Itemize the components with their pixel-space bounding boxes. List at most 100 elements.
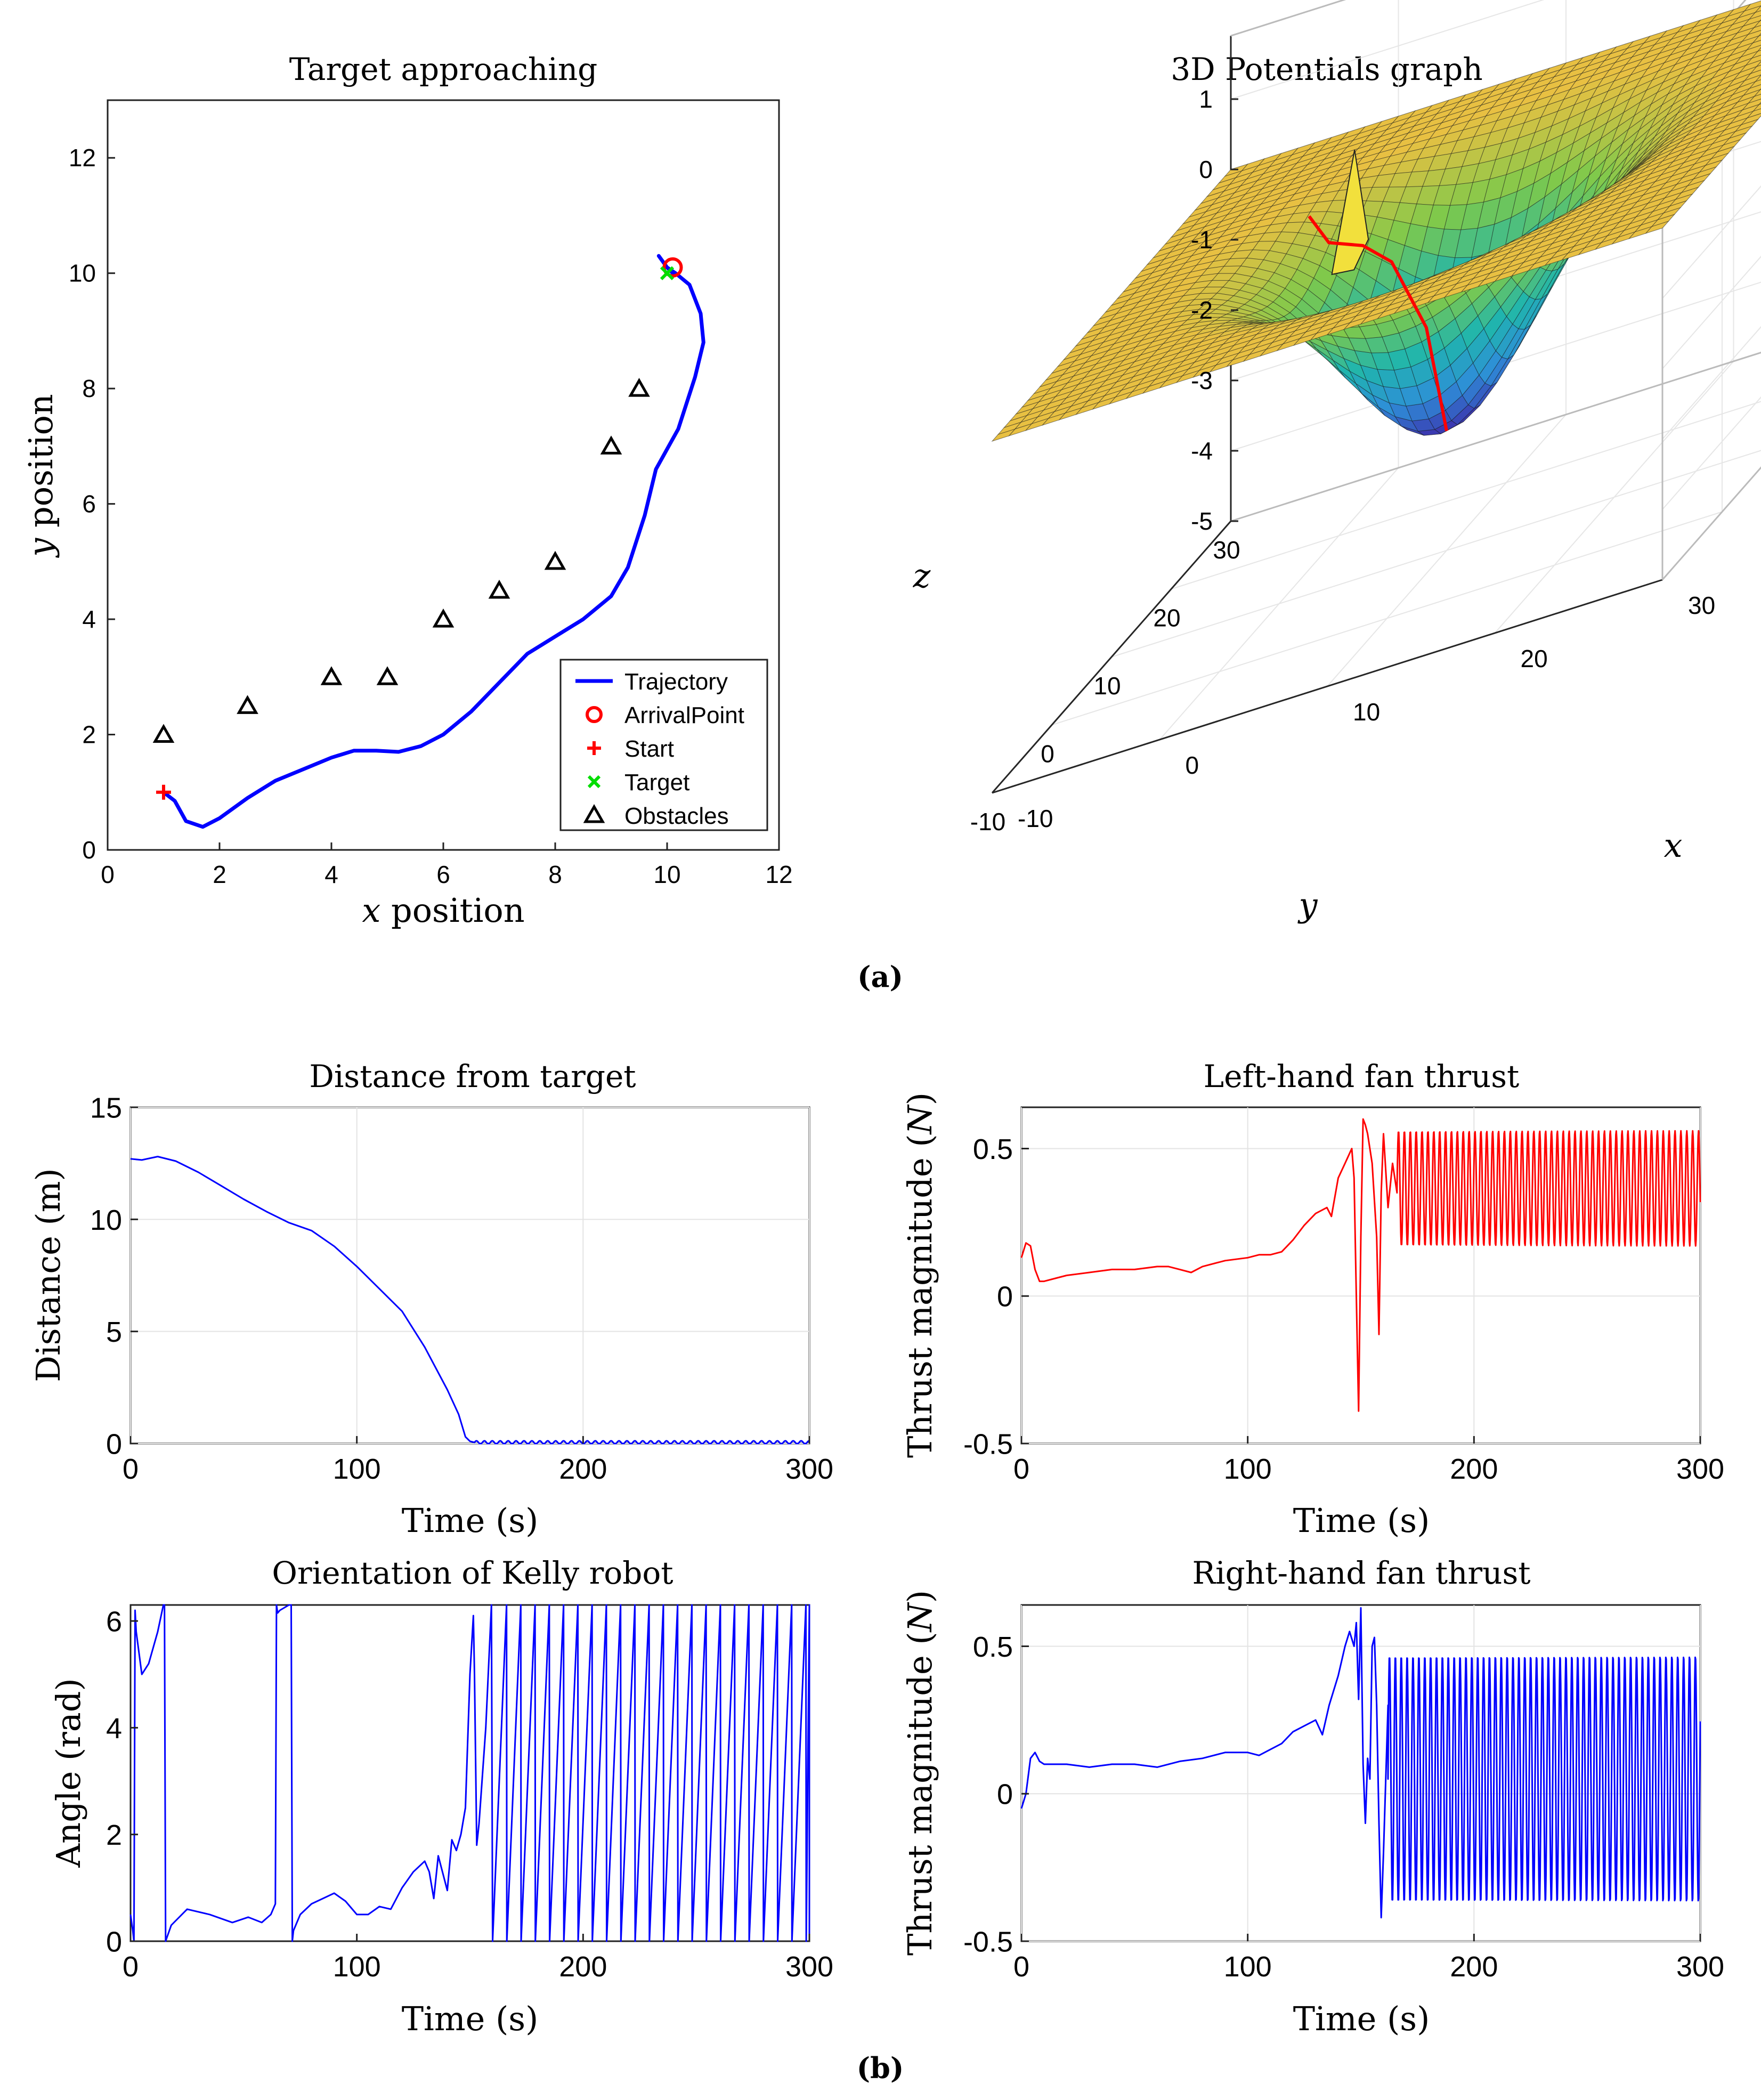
- axis-ticks: 0 100 200 300 0 5 10 15: [90, 1092, 833, 1485]
- right-thrust-chart: Right-hand fan thrust 0 100 200 300-0.500.5…: [900, 1555, 1724, 2038]
- obstacle-marker: [376, 666, 399, 685]
- y-tick-label: 20: [1153, 604, 1180, 632]
- x-tick-label: 0: [1013, 1453, 1029, 1485]
- obstacle-marker: [432, 609, 455, 628]
- box-line: [1661, 466, 1761, 580]
- y-axis-label: y: [1297, 886, 1318, 925]
- x-axis-label: Time (s): [1293, 1999, 1430, 2038]
- axis-ticks: 0 100 200 300-0.500.5: [963, 1133, 1724, 1485]
- wall-grid-line: [1662, 466, 1761, 580]
- z-tick-label: 1: [1199, 85, 1213, 113]
- x-tick-label: 300: [785, 1453, 833, 1485]
- legend: Trajectory ArrivalPoint Start Target Obs…: [559, 659, 768, 831]
- y-tick-label: 12: [69, 144, 96, 172]
- x-tick-label: 100: [333, 1951, 381, 1983]
- y-tick-label: 0.5: [973, 1133, 1013, 1165]
- legend-obstacles-swatch: [583, 804, 605, 823]
- x-tick-label: 2: [213, 861, 226, 888]
- y-tick-label: 6: [106, 1606, 122, 1637]
- x-tick-label: 300: [785, 1951, 833, 1983]
- distance-chart: Distance from target 0 100 200 300 0 5 10 15 Ti…: [29, 1058, 833, 1540]
- series-line: [129, 1604, 810, 1942]
- obstacle-marker: [628, 378, 650, 397]
- x-tick-label: 8: [548, 861, 562, 888]
- z-tick-label: -3: [1191, 367, 1213, 394]
- trajectory-line: [161, 254, 705, 829]
- y-axis-label: Thrust magnitude (N): [900, 1092, 939, 1458]
- x-tick-label: 200: [559, 1453, 607, 1485]
- obstacle-marker: [152, 724, 175, 743]
- y-tick-label: 0: [106, 1428, 122, 1460]
- arrival-point-marker: [662, 257, 683, 278]
- y-tick-label: 0: [997, 1779, 1013, 1811]
- plot-area: [130, 1156, 810, 1445]
- y-tick-label: 2: [82, 721, 96, 749]
- z-tick-label: -4: [1191, 437, 1213, 465]
- wall-grid-line: [1662, 326, 1761, 440]
- descent-path: [1308, 215, 1448, 432]
- x-tick-label: 100: [1224, 1453, 1272, 1485]
- legend-target-label: Target: [624, 769, 689, 796]
- z-tick-label: -1: [1191, 226, 1213, 254]
- chart-title: Target approaching: [289, 51, 598, 87]
- obstacle-marker: [237, 695, 258, 714]
- legend-arrival-swatch: [586, 706, 603, 723]
- legend-target-swatch: [587, 775, 601, 789]
- wall-grid-line: [1662, 185, 1761, 299]
- x-tick-label: 4: [324, 861, 338, 888]
- x-tick-label: 10: [653, 861, 680, 888]
- surface-mesh: [991, 1, 1761, 442]
- x-tick-label: 30: [1688, 591, 1715, 619]
- orientation-chart: Orientation of Kelly robot 0 100 200 300 0 2 4…: [49, 1555, 833, 2038]
- z-axis-label: z: [913, 556, 931, 595]
- chart-title: Left-hand fan thrust: [1204, 1058, 1520, 1094]
- y-axis-label: Distance (m): [29, 1168, 68, 1382]
- y-tick-label: 10: [90, 1204, 122, 1236]
- legend-trajectory-label: Trajectory: [624, 669, 728, 695]
- obstacle-marker: [488, 579, 510, 599]
- y-tick-label: -10: [970, 808, 1005, 836]
- z-tick-label: -2: [1191, 296, 1213, 324]
- floor-grid-line: [1171, 401, 1761, 590]
- wall-grid-line: [1662, 255, 1761, 369]
- y-axis-label: y position: [21, 394, 60, 558]
- y-tick-label: 8: [82, 375, 96, 402]
- x-tick-label: -10: [1018, 805, 1053, 832]
- series-line: [130, 1156, 810, 1445]
- potentials-surface-chart: 3D Potentials graph 10-1-2-3-4-5-1001020…: [913, 0, 1761, 925]
- legend-arrival-label: ArrivalPoint: [624, 702, 744, 728]
- y-tick-label: 4: [82, 605, 96, 633]
- plot-frame: [129, 1604, 810, 1942]
- x-axis-label: x: [1664, 826, 1683, 865]
- x-tick-label: 20: [1521, 645, 1548, 672]
- box-line: [1230, 0, 1346, 37]
- x-tick-label: 0: [1013, 1951, 1029, 1983]
- y-tick-label: 30: [1213, 536, 1240, 564]
- floor-grid-line: [1111, 450, 1761, 658]
- chart-title: Distance from target: [309, 1058, 636, 1094]
- y-tick-label: 6: [82, 490, 96, 518]
- z-tick-label: 0: [1199, 156, 1213, 183]
- plot-area: [1020, 1607, 1701, 1919]
- y-tick-label: 0: [106, 1926, 122, 1958]
- axis-ticks: 0 2 4 6 8 10 12 0 2 4 6 8 10 12: [69, 144, 793, 888]
- x-axis-label: Time (s): [1293, 1501, 1430, 1540]
- obstacle-marker: [600, 435, 622, 455]
- y-axis-label: Angle (rad): [49, 1678, 88, 1868]
- axis-ticks: 0 100 200 300-0.500.5: [963, 1631, 1724, 1983]
- start-marker: [156, 784, 171, 800]
- x-tick-label: 200: [1450, 1951, 1498, 1983]
- x-tick-label: 0: [123, 1453, 139, 1485]
- chart-title: Right-hand fan thrust: [1192, 1555, 1530, 1591]
- series-line: [1020, 1607, 1701, 1919]
- x-axis-label: Time (s): [402, 1999, 539, 2038]
- target-marker: [660, 266, 675, 280]
- y-tick-label: 0: [1041, 740, 1054, 768]
- y-tick-label: 5: [106, 1316, 122, 1348]
- floor-grid-line: [1494, 361, 1734, 634]
- y-tick-label: 0.5: [973, 1631, 1013, 1663]
- box-line: [1230, 352, 1761, 522]
- z-tick-label: -5: [1191, 507, 1213, 535]
- caption-a: (a): [857, 960, 903, 994]
